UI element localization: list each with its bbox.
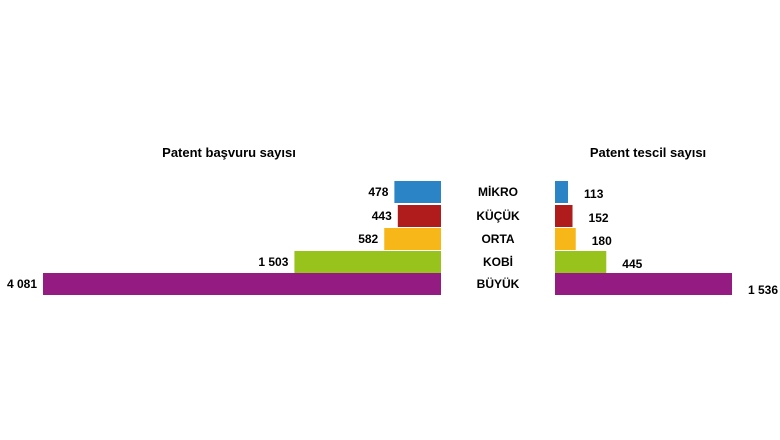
right-value-label-kucuk: 152 [589, 211, 609, 225]
right-bar-orta [555, 228, 576, 250]
right-value-label-buyuk: 1 536 [748, 283, 778, 297]
left-bar-series: 478 443 582 1 503 4 081 [7, 181, 441, 295]
right-bar-kucuk [555, 205, 573, 227]
category-labels: MİKRO KÜÇÜK ORTA KOBİ BÜYÜK [476, 184, 520, 291]
category-label-buyuk: BÜYÜK [477, 276, 520, 291]
right-bar-series: 113 152 180 445 1 536 [555, 181, 778, 297]
right-bar-kobi [555, 251, 607, 273]
category-label-mikro: MİKRO [478, 184, 518, 199]
category-label-kucuk: KÜÇÜK [476, 208, 520, 223]
right-chart-title: Patent tescil sayısı [590, 145, 706, 160]
right-bar-mikro [555, 181, 569, 203]
right-value-label-mikro: 113 [584, 187, 604, 201]
left-value-label-kucuk: 443 [372, 209, 392, 223]
left-value-label-orta: 582 [358, 232, 378, 246]
right-value-label-orta: 180 [592, 234, 612, 248]
left-bar-kobi [294, 251, 441, 273]
left-value-label-kobi: 1 503 [258, 255, 288, 269]
left-bar-orta [384, 228, 441, 250]
left-bar-buyuk [43, 273, 441, 295]
left-bar-mikro [394, 181, 441, 203]
right-value-label-kobi: 445 [622, 257, 642, 271]
left-chart-title: Patent başvuru sayısı [162, 145, 296, 160]
category-label-kobi: KOBİ [483, 254, 513, 269]
right-bar-buyuk [555, 273, 732, 295]
left-value-label-mikro: 478 [368, 185, 388, 199]
category-label-orta: ORTA [481, 232, 514, 246]
left-value-label-buyuk: 4 081 [7, 277, 37, 291]
left-bar-kucuk [397, 205, 441, 227]
